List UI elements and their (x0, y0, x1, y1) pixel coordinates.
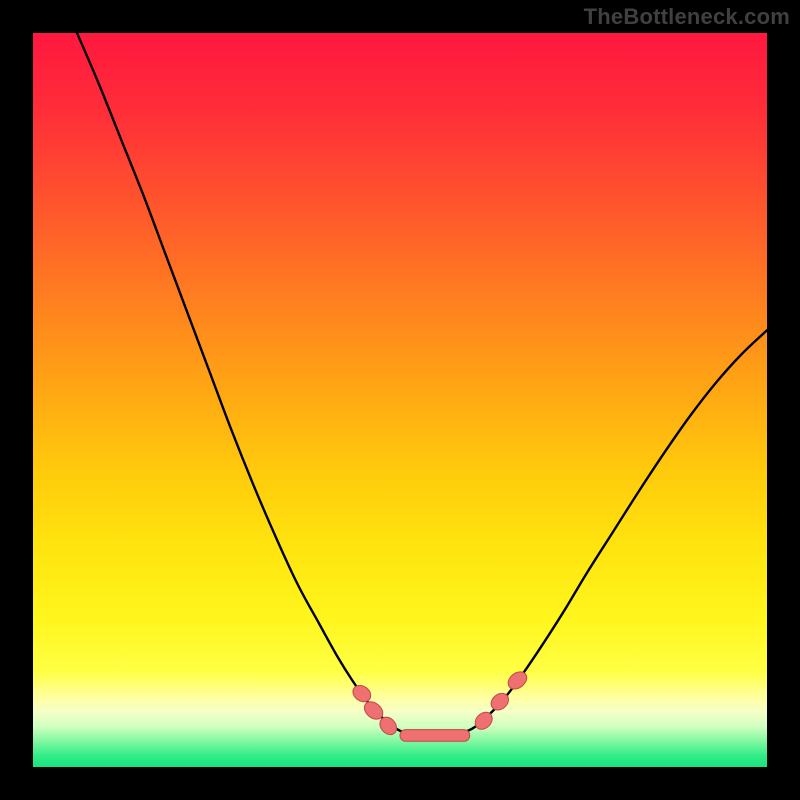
gradient-background (33, 33, 767, 767)
bottleneck-chart (0, 0, 800, 800)
stage: TheBottleneck.com (0, 0, 800, 800)
curve-marker (400, 730, 470, 742)
